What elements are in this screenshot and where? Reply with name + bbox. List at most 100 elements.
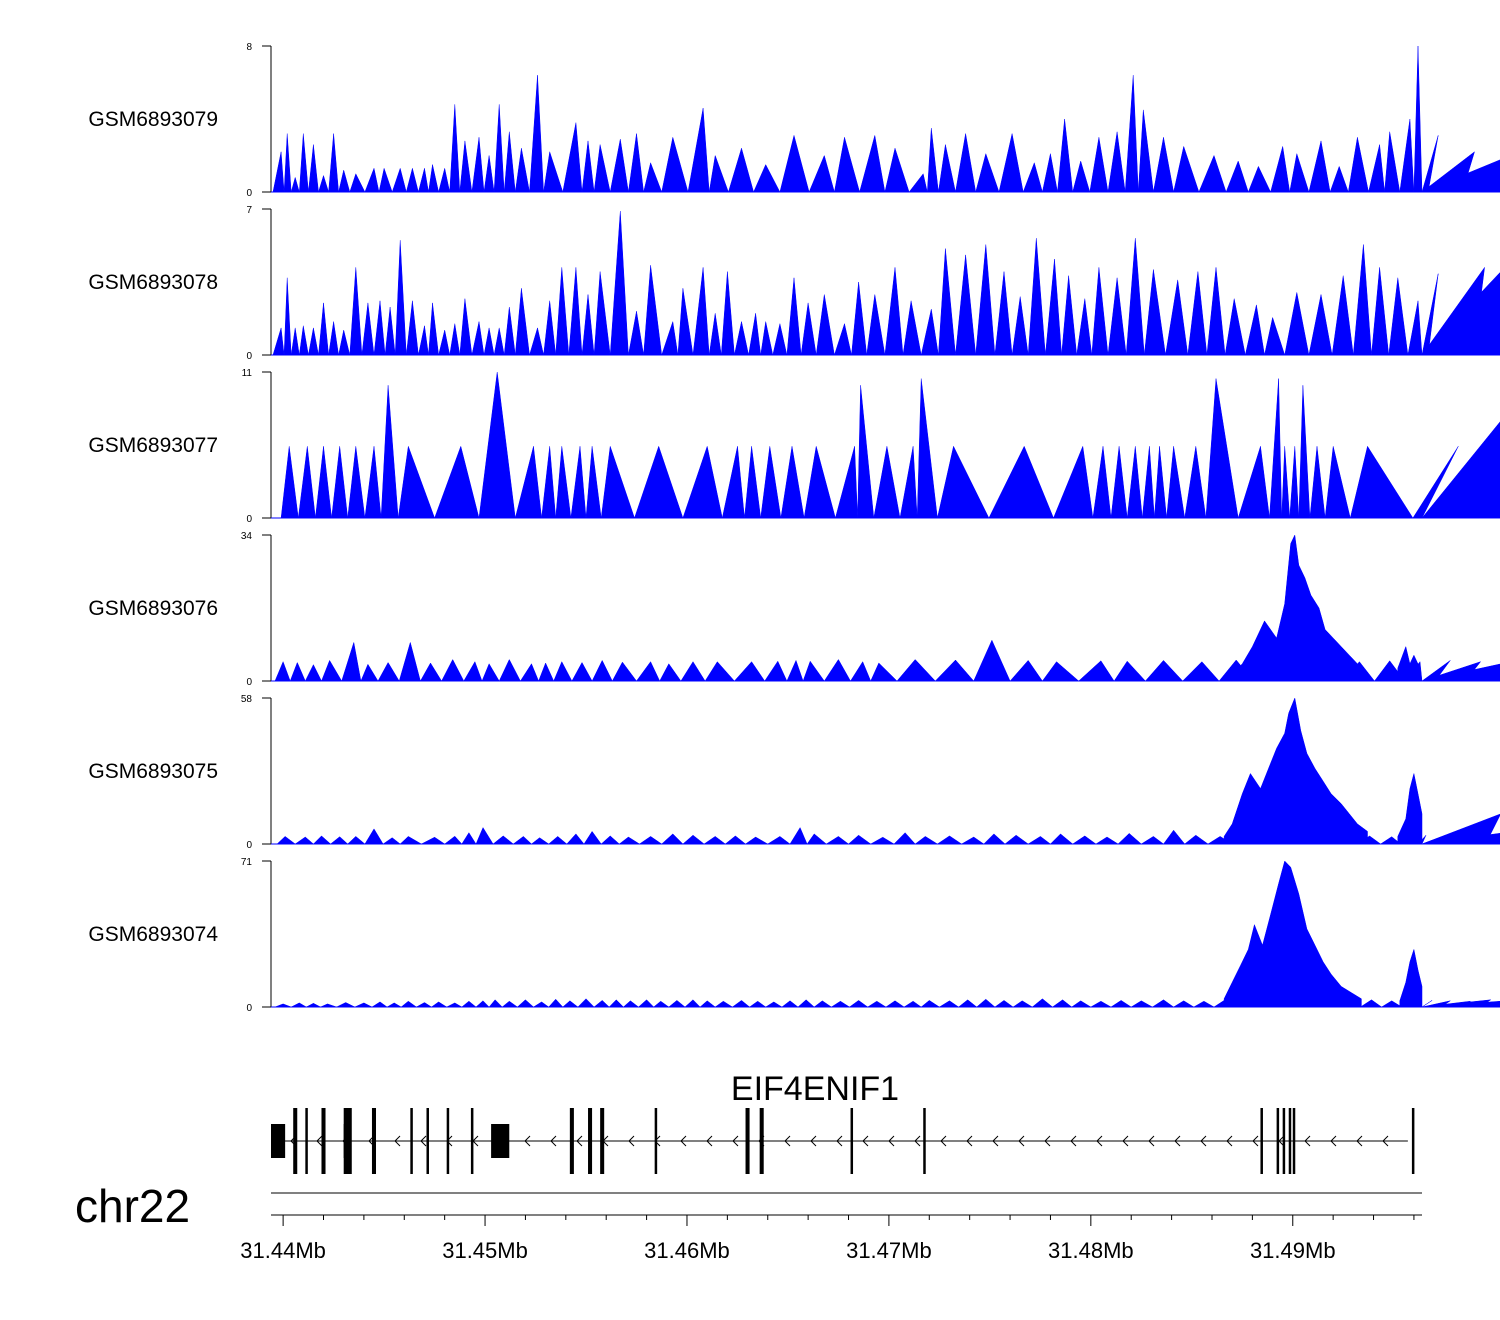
exon — [1276, 1108, 1280, 1174]
y-tick-label-max: 7 — [246, 205, 252, 216]
signal-peak — [331, 446, 348, 519]
signal-peak — [364, 828, 384, 845]
signal-peak — [399, 836, 423, 845]
signal-peak — [384, 306, 396, 356]
exon — [293, 1108, 298, 1174]
signal-peak — [1192, 1000, 1215, 1008]
signal-peak — [781, 1000, 799, 1008]
signal-peak — [975, 152, 1000, 193]
track-label: GSM6893076 — [88, 597, 218, 620]
signal-peak — [998, 133, 1024, 193]
signal-peak — [703, 836, 727, 845]
signal-peak — [1421, 485, 1500, 519]
strand-arrow — [550, 1135, 557, 1147]
signal-peak — [428, 302, 439, 356]
signal-peak — [360, 663, 379, 682]
signal-peak — [1076, 298, 1093, 356]
signal-peak — [1421, 842, 1500, 845]
signal-peak — [851, 281, 867, 356]
signal-peak — [731, 1000, 751, 1008]
signal-peak — [493, 327, 505, 356]
signal-peak — [1264, 316, 1286, 356]
signal-peak — [483, 155, 495, 193]
signal-peak — [1172, 1000, 1195, 1008]
exon — [569, 1108, 574, 1174]
signal-peak — [492, 835, 515, 845]
signal-peak — [543, 151, 564, 193]
y-tick-label-min: 0 — [246, 514, 252, 525]
signal-peak — [960, 836, 985, 845]
signal-peak — [593, 144, 611, 193]
signal-peak — [802, 660, 825, 682]
signal-peak — [1421, 1005, 1500, 1008]
signal-peak — [318, 302, 329, 356]
chromosome-label: chr22 — [75, 1180, 190, 1232]
signal-peak — [1125, 238, 1145, 356]
signal-peak — [780, 446, 805, 519]
signal-peak — [884, 267, 904, 356]
signal-peak — [975, 244, 996, 356]
signal-peak — [274, 1003, 292, 1008]
signal-peak — [1184, 446, 1207, 519]
strand-arrow — [1330, 1135, 1337, 1147]
signal-peak — [498, 658, 521, 682]
signal-peak — [714, 1000, 734, 1008]
y-tick-label-min: 0 — [246, 351, 252, 362]
signal-peak — [515, 148, 530, 193]
exon — [600, 1108, 605, 1174]
exon — [1292, 1108, 1296, 1174]
signal-peak — [955, 254, 976, 356]
signal-peak — [347, 446, 366, 519]
signal-peak — [870, 662, 898, 682]
signal-peak-cluster — [1235, 534, 1358, 682]
signal-peak — [364, 446, 382, 519]
signal-peak — [815, 294, 835, 356]
signal-peak — [704, 661, 735, 682]
signal-peak — [1284, 292, 1310, 356]
signal-peak — [753, 164, 781, 193]
signal-peak — [920, 309, 939, 356]
signal-peak — [938, 248, 956, 356]
signal-peak — [1107, 131, 1126, 193]
signal-peak — [591, 659, 613, 682]
signal-peak — [938, 144, 956, 193]
signal-peak — [459, 298, 473, 356]
signal-peak — [1205, 378, 1239, 519]
signal-peak — [501, 1000, 519, 1008]
signal-peak — [1107, 277, 1127, 356]
signal-peak — [478, 371, 516, 519]
signal-peak — [428, 164, 439, 193]
signal-peak — [1329, 165, 1349, 193]
signal-peak — [400, 1000, 418, 1008]
signal-peak — [391, 167, 407, 193]
signal-peak — [543, 300, 556, 356]
signal-peak — [570, 446, 587, 519]
signal-peak — [1165, 279, 1189, 356]
strand-arrow — [394, 1135, 401, 1147]
signal-peak — [377, 661, 400, 682]
signal-peak — [806, 833, 827, 845]
signal-peak — [638, 836, 663, 845]
signal-peak — [1011, 296, 1029, 356]
strand-arrow — [966, 1135, 973, 1147]
signal-peak — [1308, 294, 1333, 356]
signal-peak — [488, 999, 503, 1008]
signal-peak — [1045, 259, 1062, 356]
signal-peak — [866, 294, 886, 356]
signal-peak — [548, 836, 568, 845]
signal-peak — [622, 1000, 640, 1008]
signal-peak — [1151, 999, 1175, 1008]
exon — [426, 1108, 429, 1174]
signal-peak — [1027, 836, 1052, 845]
signal-peak — [1373, 660, 1406, 682]
signal-peak — [276, 836, 296, 845]
signal-peak — [382, 837, 401, 845]
signal-peak — [760, 446, 782, 519]
signal-peak — [1380, 1000, 1403, 1008]
signal-peak — [461, 1000, 477, 1008]
signal-peak — [493, 104, 505, 193]
strand-arrow — [1044, 1135, 1051, 1147]
exon — [759, 1108, 764, 1174]
signal-peak — [398, 641, 421, 682]
signal-peak — [328, 321, 339, 356]
